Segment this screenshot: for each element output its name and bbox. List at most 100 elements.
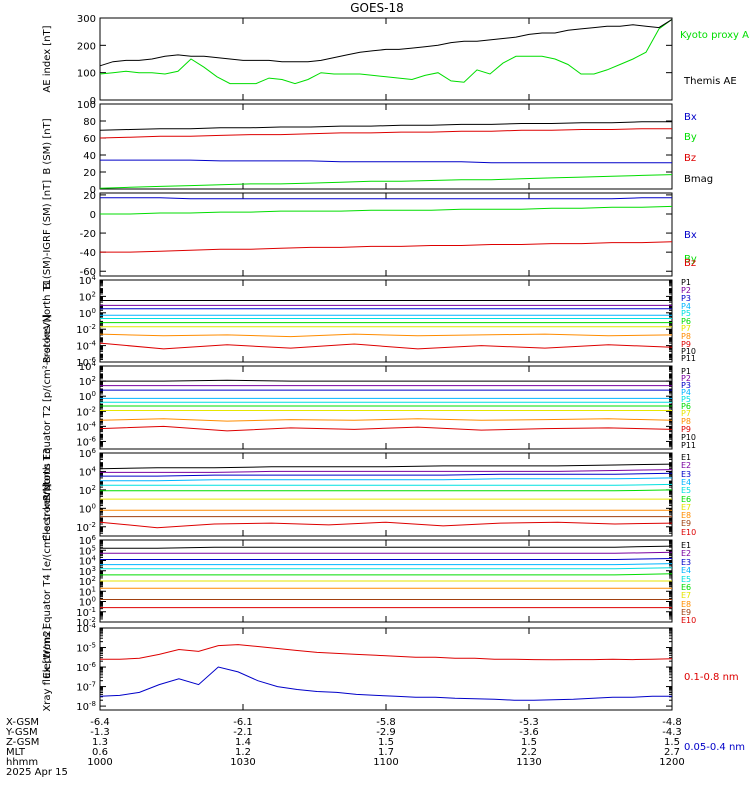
- y-tick-label: 102: [79, 484, 96, 497]
- x-row-label: 2025 Apr 15: [6, 767, 68, 778]
- x-row-label: X-GSM: [6, 717, 39, 728]
- panel-frame: [99, 103, 673, 190]
- legend-p5: P5: [681, 395, 691, 404]
- x-tick-value: 1000: [87, 757, 112, 768]
- x-tick-value: 1.5: [378, 737, 394, 748]
- x-tick-value: 1.5: [521, 737, 537, 748]
- legend-p1: P1: [681, 278, 691, 287]
- y-axis-label: Electrons North T3: [42, 448, 53, 541]
- legend-e5: E5: [681, 486, 691, 495]
- legend-p6: P6: [681, 317, 691, 326]
- y-tick-label: 106: [79, 534, 97, 547]
- y-tick-label: 10-6: [76, 356, 96, 369]
- legend-e3: E3: [681, 470, 691, 479]
- y-tick-label: 106: [79, 447, 97, 460]
- x-tick-value: -3.6: [519, 727, 539, 738]
- x-tick-value: -1.3: [90, 727, 110, 738]
- y-tick-label: 10-6: [76, 661, 96, 674]
- series-line-themis-ae: [99, 18, 673, 67]
- legend-p6: P6: [681, 402, 691, 411]
- x-tick-value: -4.8: [662, 717, 682, 728]
- legend-kyoto-proxy-ae: Kyoto proxy AE: [680, 30, 750, 41]
- series-line-bz: [100, 159, 672, 164]
- y-tick-label: 10-5: [76, 642, 96, 655]
- y-tick-label: 102: [79, 375, 96, 388]
- x-tick-value: 1130: [516, 757, 541, 768]
- x-row-label: MLT: [6, 747, 26, 758]
- legend-p7: P7: [681, 324, 691, 333]
- series-line-e2: [100, 551, 673, 554]
- series-line-e4: [100, 563, 673, 566]
- y-tick-label: 0: [90, 185, 96, 196]
- x-tick-value: 1.4: [235, 737, 251, 748]
- x-tick-value: -5.8: [376, 717, 396, 728]
- x-tick-value: -2.1: [233, 727, 253, 738]
- legend-by: By: [684, 254, 697, 265]
- y-tick-label: 300: [77, 14, 96, 25]
- legend-e4: E4: [681, 566, 691, 575]
- y-tick-label: 104: [79, 360, 97, 373]
- y-tick-label: -20: [80, 229, 96, 240]
- legend-e2: E2: [681, 549, 691, 558]
- y-tick-label: 10-4: [76, 340, 96, 353]
- series-line-p9: [99, 342, 673, 350]
- panel-2: 100 80 60 40 20 0 B (SM) [nT] Bx By Bz Bmag: [42, 100, 713, 196]
- y-tick-label: 100: [79, 390, 96, 403]
- legend-p4: P4: [681, 388, 691, 397]
- legend-p11: P11: [681, 441, 696, 450]
- series-line-e5: [100, 483, 673, 486]
- legend-themis-ae: Themis AE: [683, 76, 737, 87]
- legend-e8: E8: [681, 511, 691, 520]
- legend-p7: P7: [681, 409, 691, 418]
- legend-e10: E10: [681, 616, 696, 625]
- panel-frame: [99, 192, 673, 277]
- y-tick-label: 80: [83, 117, 96, 128]
- x-tick-value: -6.4: [90, 717, 110, 728]
- y-tick-label: 100: [77, 100, 96, 111]
- legend-e3: E3: [681, 558, 691, 567]
- y-tick-label: 100: [77, 69, 96, 80]
- x-tick-value: 1100: [373, 757, 398, 768]
- x-row-label: Z-GSM: [6, 737, 39, 748]
- y-axis-label: B (SM) [nT]: [42, 118, 53, 174]
- legend-e2: E2: [681, 461, 691, 470]
- legend-p3: P3: [681, 294, 691, 303]
- x-tick-value: 1.3: [92, 737, 108, 748]
- legend-e1: E1: [681, 453, 691, 462]
- y-axis-label: Electrons Equator T4 [e/(cm²-s-sr-keV)]: [42, 483, 53, 678]
- x-tick-value: -4.3: [662, 727, 682, 738]
- legend-e9: E9: [681, 608, 691, 617]
- legend-e6: E6: [681, 495, 691, 504]
- x-tick-value: 1.2: [235, 747, 251, 758]
- x-row-label: Y-GSM: [5, 727, 38, 738]
- panel-frame: [99, 17, 673, 101]
- legend-p4: P4: [681, 302, 691, 311]
- series-line-e2: [100, 469, 673, 473]
- legend-bz: Bz: [684, 153, 696, 164]
- x-row-label: hhmm: [6, 757, 38, 768]
- y-tick-label: 10-8: [76, 700, 96, 713]
- x-tick-value: -2.9: [376, 727, 396, 738]
- y-tick-label: 102: [79, 290, 96, 303]
- legend-p11: P11: [681, 354, 696, 363]
- y-tick-label: 10-7: [76, 681, 96, 694]
- series-line-e4: [100, 477, 673, 482]
- legend-bz: Bz: [684, 258, 696, 269]
- series-line-by: [99, 128, 672, 139]
- legend-p2: P2: [681, 374, 691, 383]
- y-tick-label: 103: [79, 565, 96, 578]
- series-line-p8: [99, 333, 673, 338]
- x-tick-value: 1.7: [378, 747, 394, 758]
- x-tick-value: 2.7: [664, 747, 680, 758]
- legend-0-05-0-4-nm: 0.05-0.4 nm: [684, 742, 745, 753]
- legend-bmag: Bmag: [684, 174, 713, 185]
- x-tick-value: 1.5: [664, 737, 680, 748]
- y-tick-label: 20: [83, 168, 96, 179]
- legend-p1: P1: [681, 367, 691, 376]
- series-line-by: [100, 205, 673, 215]
- series-line-kyoto-proxy-ae: [99, 18, 673, 85]
- y-tick-label: 100: [79, 502, 96, 515]
- panel-5: 104 102 100 10-2 10-4 10-6 Protons Equator T2 …: [42, 314, 696, 501]
